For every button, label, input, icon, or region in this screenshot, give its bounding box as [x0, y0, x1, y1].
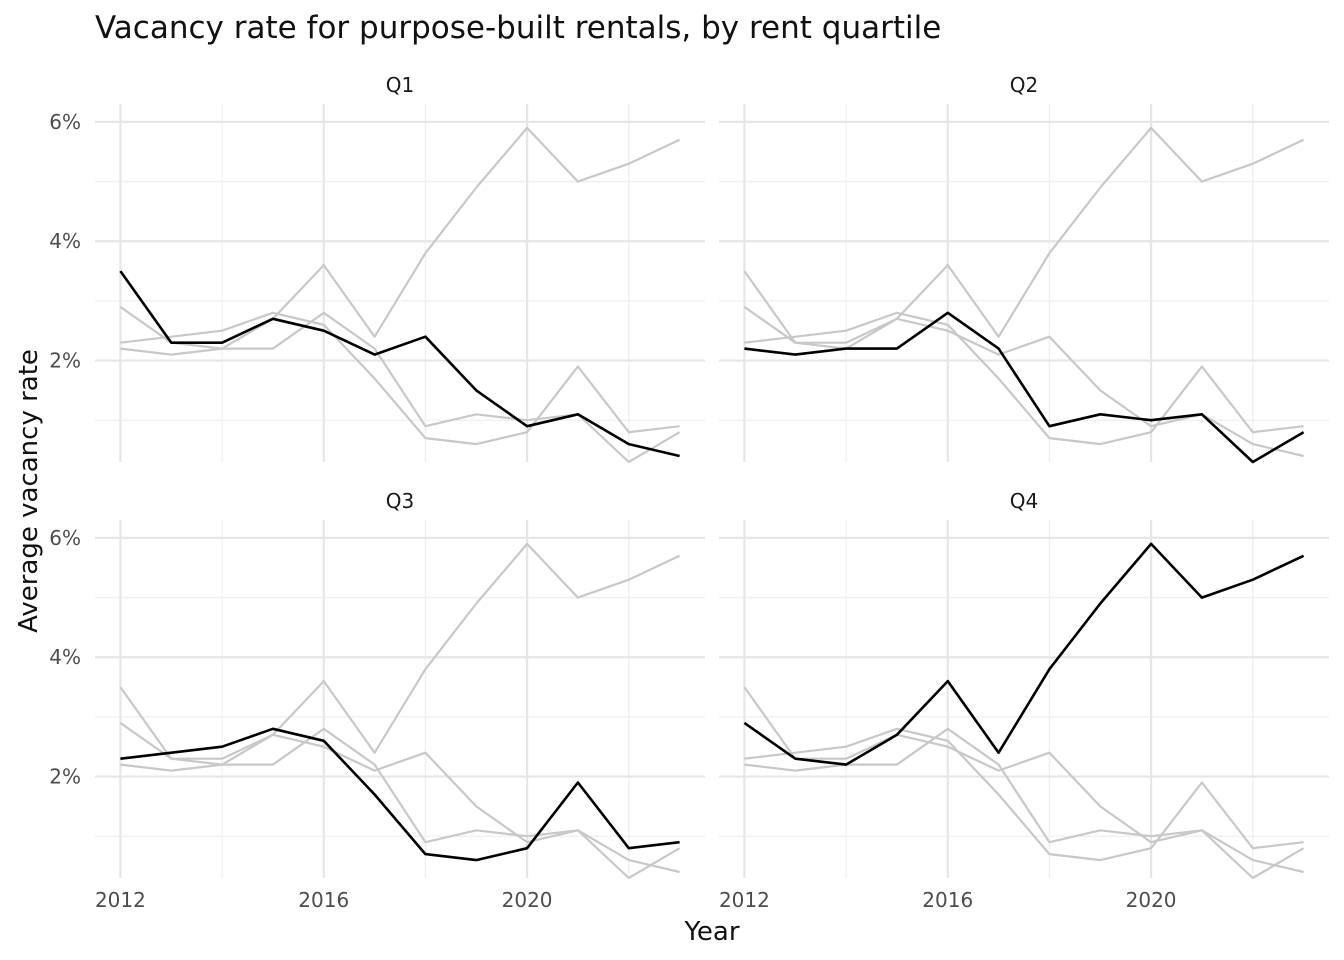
background-series-line	[744, 311, 1304, 446]
background-series-line	[744, 727, 1304, 862]
background-series-line	[120, 311, 680, 446]
y-tick-label: 6%	[49, 110, 81, 134]
y-axis-title: Average vacancy rate	[14, 349, 44, 633]
facet-panels: Q1 2% 4% 6% Q2 Q3 2% 4% 6% 2012 2016 2020 Q4 2012 2016…	[49, 73, 1329, 912]
x-tick-label: 2012	[95, 888, 146, 912]
chart-title: Vacancy rate for purpose-built rentals, …	[95, 10, 941, 46]
y-tick-label: 4%	[49, 645, 81, 669]
highlighted-series-line	[744, 311, 1305, 464]
facet-panel-q2: Q2	[719, 73, 1329, 464]
x-tick-label: 2016	[298, 888, 349, 912]
highlighted-series-line	[743, 542, 1305, 766]
facet-label: Q2	[1010, 73, 1038, 97]
facet-panel-q4: Q4 2012 2016 2020	[719, 489, 1329, 912]
y-tick-label: 2%	[49, 349, 81, 373]
highlighted-series-line	[120, 727, 680, 862]
x-tick-label: 2016	[922, 888, 973, 912]
background-series-line	[744, 727, 1305, 880]
background-series-line	[743, 126, 1305, 350]
background-series-line	[743, 686, 1304, 874]
background-series-line	[120, 311, 681, 464]
x-tick-label: 2020	[502, 888, 553, 912]
background-series-line	[120, 727, 681, 880]
facet-panel-q3: Q3 2% 4% 6% 2012 2016 2020	[49, 489, 705, 912]
y-tick-label: 6%	[49, 526, 81, 550]
facet-label: Q1	[386, 73, 414, 97]
x-tick-label: 2012	[719, 888, 770, 912]
y-tick-label: 2%	[49, 765, 81, 789]
highlighted-series-line	[119, 270, 680, 458]
facet-panel-q1: Q1 2% 4% 6%	[49, 73, 705, 464]
x-tick-label: 2020	[1126, 888, 1177, 912]
background-series-line	[119, 542, 681, 766]
facet-label: Q4	[1010, 489, 1038, 513]
background-series-line	[119, 126, 681, 350]
y-tick-label: 4%	[49, 229, 81, 253]
x-axis-title: Year	[683, 917, 739, 947]
facet-label: Q3	[386, 489, 414, 513]
background-series-line	[743, 270, 1304, 458]
background-series-line	[119, 686, 680, 874]
